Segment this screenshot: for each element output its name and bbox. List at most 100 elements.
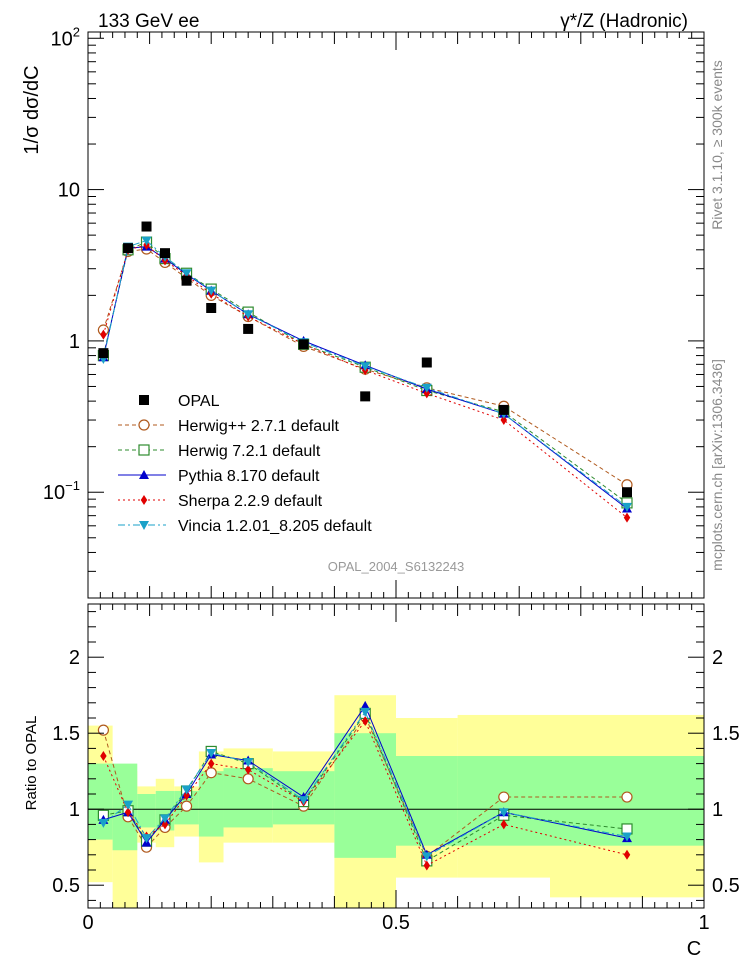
- ratio-marker-series-4-1: [123, 800, 134, 810]
- opal-data-point-9: [421, 357, 432, 368]
- ratio-marker-series-3-1: [124, 807, 132, 818]
- opal-data-point-8: [360, 391, 371, 402]
- mcplots-citation: mcplots.cern.ch [arXiv:1306.3436]: [709, 359, 725, 571]
- legend-label-opal: OPAL: [178, 393, 220, 410]
- ratio-marker-series-4-4: [181, 785, 192, 795]
- ratio-band-green-9: [396, 756, 458, 846]
- ratio-marker-series-3-3: [161, 819, 169, 830]
- ratio-y-tick-label-right-3: 2: [712, 647, 723, 669]
- main-data-points: [98, 221, 632, 498]
- rivet-version-note: Rivet 3.1.10, ≥ 300k events: [709, 60, 725, 230]
- ratio-marker-series-3-0: [100, 751, 107, 761]
- legend-marker-1: [138, 444, 150, 456]
- opal-data-point-2: [141, 221, 152, 232]
- main-y-tick-label-2: 1: [69, 331, 80, 353]
- main-marker-series-4-5: [206, 286, 217, 296]
- main-line-series-4: [102, 240, 628, 508]
- ratio-marker-series-4-2: [141, 834, 152, 844]
- analysis-watermark: OPAL_2004_S6132243: [328, 559, 464, 574]
- main-y-tick-label-exp-3: −1: [65, 478, 80, 493]
- main-y-tick-label-1: 10: [58, 180, 80, 202]
- main-y-tick-label-base-2: 1: [69, 331, 80, 353]
- main-y-tick-label-3: 10−1: [43, 478, 80, 504]
- ratio-marker-series-3-4: [183, 790, 190, 801]
- main-marker-series-3-10: [500, 415, 508, 426]
- main-marker-series-3-11: [623, 512, 631, 523]
- ratio-marker-series-4-6: [243, 758, 254, 768]
- legend-marker-0: [138, 419, 150, 431]
- ratio-marker-series-3-8: [361, 716, 369, 727]
- legend-label-3: Sherpa 2.2.9 default: [178, 493, 323, 510]
- ratio-marker-series-4-9: [421, 852, 432, 862]
- main-marker-series-4-8: [360, 362, 371, 372]
- legend-marker-4: [139, 521, 149, 530]
- ratio-marker-series-3-9: [423, 860, 431, 871]
- ratio-marker-series-4-10: [498, 808, 509, 818]
- ratio-band-green-2: [137, 794, 156, 828]
- ratio-marker-series-4-3: [160, 814, 170, 824]
- ratio-marker-series-2-8: [360, 700, 371, 710]
- opal-data-point-7: [298, 339, 309, 350]
- ratio-y-tick-label-right-1: 1: [712, 799, 723, 821]
- header-right: γ*/Z (Hadronic): [560, 11, 688, 32]
- opal-data-point-11: [622, 487, 632, 498]
- opal-data-point-4: [181, 275, 192, 286]
- ratio-marker-series-4-0: [98, 818, 109, 828]
- ratio-marker-series-4-5: [206, 748, 217, 758]
- main-y-tick-label-base-0: 10: [51, 28, 73, 50]
- x-tick-label-1: 0.5: [382, 912, 410, 934]
- ratio-marker-series-0-10: [498, 791, 510, 803]
- ratio-line-series-4: [103, 710, 628, 858]
- ratio-marker-series-3-6: [244, 764, 252, 775]
- ratio-marker-series-4-7: [298, 796, 309, 806]
- legend-label-2: Pythia 8.170 default: [178, 468, 320, 485]
- main-line-series-0: [102, 248, 628, 486]
- ratio-y-tick-label-left-0: 0.5: [52, 875, 80, 897]
- ratio-marker-series-4-11: [622, 832, 632, 842]
- x-axis-label: C: [687, 938, 701, 960]
- ratio-y-tick-label-right-0: 0.5: [712, 875, 740, 897]
- main-marker-series-3-9: [423, 388, 431, 399]
- x-tick-label-0: 0: [82, 912, 93, 934]
- main-marker-series-4-11: [622, 502, 632, 512]
- ratio-marker-series-0-4: [180, 800, 193, 812]
- opal-data-point-5: [206, 302, 217, 313]
- legend: OPAL Herwig++ 2.7.1 default Herwig 7.2.1 d…: [118, 393, 372, 535]
- legend-label-0: Herwig++ 2.7.1 default: [178, 418, 340, 435]
- legend-label-1: Herwig 7.2.1 default: [178, 443, 321, 460]
- opal-data-point-10: [498, 404, 509, 415]
- ratio-marker-series-3-10: [500, 819, 508, 830]
- ratio-y-tick-label-left-1: 1: [69, 799, 80, 821]
- opal-data-point-1: [123, 243, 134, 254]
- header-left: 133 GeV ee: [98, 11, 199, 32]
- ratio-marker-series-0-5: [205, 767, 217, 779]
- main-marker-series-4-2: [141, 236, 152, 246]
- main-y-axis-label: 1/σ dσ/dC: [21, 65, 43, 154]
- ratio-marker-series-0-0: [97, 724, 110, 736]
- ratio-band-green-5: [198, 771, 224, 837]
- legend-marker-3: [140, 495, 148, 505]
- main-y-tick-label-base-1: 10: [58, 180, 80, 202]
- ratio-marker-series-4-8: [360, 707, 371, 717]
- x-tick-label-2: 1: [698, 912, 709, 934]
- main-y-tick-label-base-3: 10: [43, 482, 65, 504]
- main-marker-series-4-9: [421, 383, 432, 393]
- ratio-band-green-0: [88, 763, 113, 840]
- opal-data-point-0: [98, 348, 109, 359]
- main-marker-series-3-0: [100, 329, 107, 340]
- ratio-marker-series-3-5: [207, 758, 215, 769]
- ratio-series-group: [97, 700, 633, 871]
- main-marker-series-4-6: [243, 310, 254, 320]
- opal-data-point-6: [243, 323, 254, 334]
- ratio-y-axis-label: Ratio to OPAL: [23, 716, 40, 811]
- ratio-band-green-8: [334, 733, 396, 858]
- ratio-marker-series-3-11: [623, 849, 631, 860]
- ratio-y-tick-label-left-2: 1.5: [52, 723, 80, 745]
- ratio-y-tick-label-left-3: 2: [69, 647, 80, 669]
- main-y-tick-label-exp-0: 2: [73, 24, 80, 39]
- main-line-series-3: [102, 244, 628, 518]
- legend-marker-opal: [139, 395, 149, 405]
- main-marker-series-4-4: [181, 269, 192, 279]
